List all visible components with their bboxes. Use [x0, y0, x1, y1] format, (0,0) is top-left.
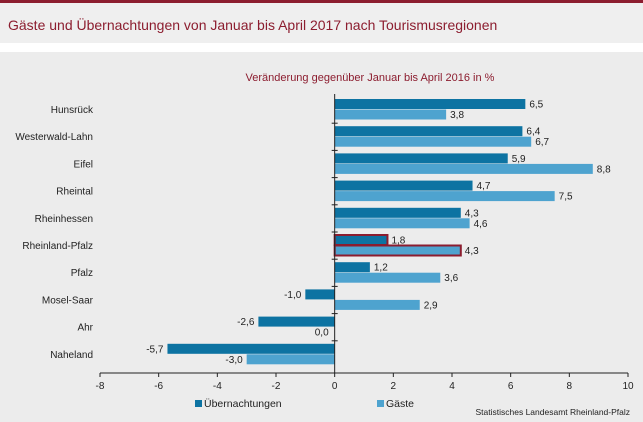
x-tick-label: 2	[391, 381, 397, 392]
chart-title: Gäste und Übernachtungen von Januar bis …	[8, 17, 498, 33]
data-label: 1,2	[374, 263, 388, 274]
top-rule	[0, 0, 643, 3]
source-note: Statistisches Landesamt Rheinland-Pfalz	[476, 407, 631, 417]
bar-gaeste	[334, 163, 593, 174]
data-label: 4,6	[474, 219, 488, 230]
bar-uebernachtungen	[258, 316, 335, 327]
category-label: Hunsrück	[51, 105, 94, 116]
x-tick-label: 4	[449, 381, 455, 392]
bar-uebernachtungen	[305, 289, 335, 300]
legend-swatch-uebernachtungen	[195, 400, 202, 407]
legend-label-gaeste: Gäste	[386, 398, 414, 410]
data-label: 6,5	[529, 100, 543, 111]
chart-subtitle: Veränderung gegenüber Januar bis April 2…	[246, 72, 495, 84]
data-label: -5,7	[146, 344, 164, 355]
category-label: Rheinland-Pfalz	[22, 241, 93, 252]
bar-gaeste	[333, 244, 462, 257]
x-tick-label: 6	[508, 381, 514, 392]
data-label: 6,4	[526, 127, 540, 138]
data-label: 0,0	[315, 328, 329, 339]
x-tick-label: -8	[96, 381, 105, 392]
x-tick-label: -2	[272, 381, 281, 392]
bar-gaeste	[334, 136, 532, 147]
data-label: 2,9	[424, 300, 438, 311]
legend-label-uebernachtungen: Übernachtungen	[204, 398, 282, 410]
data-label: 7,5	[559, 192, 573, 203]
bar-uebernachtungen	[334, 180, 473, 191]
category-label: Mosel-Saar	[42, 295, 94, 306]
x-tick-label: 0	[332, 381, 338, 392]
data-label: -2,6	[237, 317, 255, 328]
bar-uebernachtungen	[334, 126, 523, 137]
bar-gaeste	[334, 109, 447, 120]
bar-gaeste	[246, 354, 335, 365]
data-label: 8,8	[597, 164, 611, 175]
category-label: Rheintal	[56, 187, 93, 198]
bar-gaeste	[334, 299, 420, 310]
bar-gaeste	[334, 272, 441, 283]
bar-gaeste	[334, 218, 470, 229]
bar-uebernachtungen	[333, 234, 389, 246]
data-label: 4,3	[465, 246, 479, 257]
category-label: Eifel	[74, 159, 93, 170]
data-label: 1,8	[391, 236, 405, 247]
bar-uebernachtungen	[334, 153, 508, 164]
category-label: Pfalz	[71, 268, 93, 279]
category-label: Rheinhessen	[35, 214, 93, 225]
x-tick-label: 10	[622, 381, 634, 392]
data-label: 4,7	[477, 181, 491, 192]
bar-uebernachtungen	[334, 99, 526, 109]
data-label: 3,6	[444, 273, 458, 284]
data-label: -3,0	[225, 355, 243, 366]
data-label: 5,9	[512, 154, 526, 165]
header-band: Gäste und Übernachtungen von Januar bis …	[0, 3, 643, 43]
bar-uebernachtungen	[334, 207, 461, 218]
data-label: 6,7	[535, 137, 549, 148]
bar-gaeste	[334, 191, 555, 202]
x-tick-label: -6	[154, 381, 163, 392]
data-label: 4,3	[465, 208, 479, 219]
category-label: Westerwald-Lahn	[15, 132, 93, 143]
x-tick-label: -4	[213, 381, 222, 392]
x-tick-label: 8	[567, 381, 573, 392]
bar-uebernachtungen	[334, 262, 370, 273]
bar-uebernachtungen	[167, 343, 335, 354]
data-label: 3,8	[450, 110, 464, 121]
data-label: -1,0	[284, 290, 302, 301]
category-label: Naheland	[50, 350, 93, 361]
category-label: Ahr	[77, 323, 93, 334]
legend-swatch-gaeste	[377, 400, 384, 407]
